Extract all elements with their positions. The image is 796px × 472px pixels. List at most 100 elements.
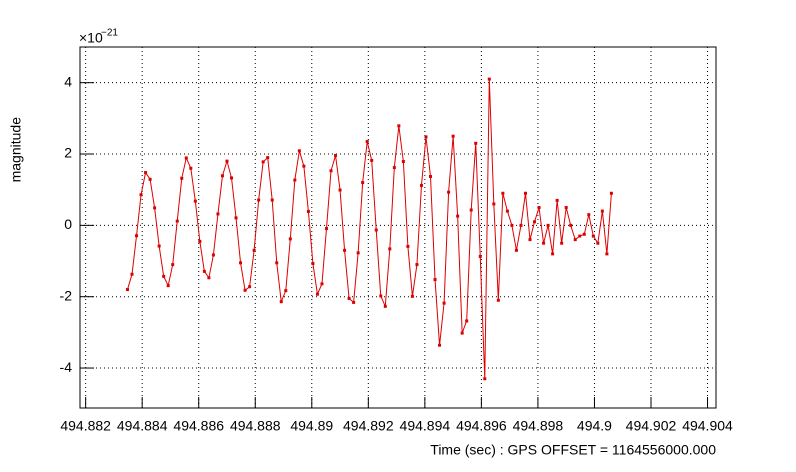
point-marker <box>293 178 297 182</box>
point-marker <box>505 209 509 213</box>
x-axis-title: Time (sec) : GPS OFFSET = 1164556000.000 <box>430 442 716 458</box>
x-tick-label: 494.884 <box>117 418 168 434</box>
point-marker <box>157 244 161 248</box>
point-marker <box>383 304 387 308</box>
y-tick-label: 4 <box>64 73 72 89</box>
x-tick-label: 494.898 <box>513 418 564 434</box>
point-marker <box>474 141 478 145</box>
point-marker <box>542 241 546 245</box>
point-marker <box>600 209 604 213</box>
point-marker <box>352 300 356 304</box>
point-marker <box>379 294 383 298</box>
point-marker <box>302 164 306 168</box>
point-marker <box>288 237 292 241</box>
point-marker <box>442 301 446 305</box>
point-marker <box>487 77 491 81</box>
point-marker <box>469 208 473 212</box>
point-marker <box>230 176 234 180</box>
point-marker <box>248 285 252 289</box>
y-tick-label: -4 <box>60 359 73 375</box>
point-marker <box>175 219 179 223</box>
y-scale-base: ×10 <box>79 30 103 46</box>
point-marker <box>320 282 324 286</box>
point-marker <box>306 209 310 213</box>
point-marker <box>510 223 514 227</box>
point-marker <box>234 216 238 220</box>
point-marker <box>239 261 243 265</box>
point-marker <box>456 214 460 218</box>
point-marker <box>270 198 274 202</box>
point-marker <box>130 272 134 276</box>
point-marker <box>388 247 392 251</box>
point-marker <box>334 153 338 157</box>
point-marker <box>519 223 523 227</box>
point-marker <box>189 166 193 170</box>
point-marker <box>433 278 437 282</box>
point-marker <box>370 158 374 162</box>
x-tick-label: 494.9 <box>577 418 612 434</box>
point-marker <box>324 227 328 231</box>
point-marker <box>419 183 423 187</box>
point-marker <box>356 251 360 255</box>
point-marker <box>243 288 247 292</box>
point-marker <box>162 274 166 278</box>
point-marker <box>211 253 215 257</box>
point-marker <box>397 124 401 128</box>
point-marker <box>483 377 487 381</box>
point-marker <box>202 269 206 273</box>
y-tick-label: -2 <box>60 287 73 303</box>
point-marker <box>257 198 261 202</box>
point-marker <box>148 177 152 181</box>
point-marker <box>144 171 148 175</box>
point-marker <box>279 300 283 304</box>
point-marker <box>429 174 433 178</box>
point-marker <box>537 206 541 210</box>
point-marker <box>560 241 564 245</box>
x-tick-label: 494.896 <box>456 418 507 434</box>
x-tick-label: 494.886 <box>173 418 224 434</box>
point-marker <box>438 343 442 347</box>
point-marker <box>374 228 378 232</box>
point-marker <box>460 331 464 335</box>
point-marker <box>496 298 500 302</box>
point-marker <box>135 234 139 238</box>
point-marker <box>315 292 319 296</box>
point-marker <box>424 135 428 139</box>
point-marker <box>605 252 609 256</box>
point-marker <box>415 263 419 267</box>
point-marker <box>569 223 573 227</box>
point-marker <box>252 248 256 252</box>
point-marker <box>216 212 220 216</box>
point-marker <box>523 191 527 195</box>
point-marker <box>564 206 568 210</box>
point-marker <box>582 232 586 236</box>
point-marker <box>166 284 170 288</box>
point-marker <box>225 159 229 163</box>
point-marker <box>311 262 315 266</box>
point-marker <box>266 156 270 160</box>
point-marker <box>465 319 469 323</box>
point-marker <box>478 254 482 258</box>
point-marker <box>451 134 455 138</box>
point-marker <box>573 238 577 242</box>
point-marker <box>193 199 197 203</box>
point-marker <box>501 191 505 195</box>
x-tick-label: 494.892 <box>343 418 394 434</box>
point-marker <box>609 191 613 195</box>
x-tick-label: 494.894 <box>400 418 451 434</box>
x-tick-label: 494.882 <box>60 418 111 434</box>
point-marker <box>406 244 410 248</box>
point-marker <box>447 190 451 194</box>
point-marker <box>207 276 211 280</box>
point-marker <box>596 241 600 245</box>
point-marker <box>338 188 342 192</box>
y-scale-exponent: −21 <box>101 28 118 39</box>
point-marker <box>184 156 188 160</box>
point-marker <box>392 166 396 170</box>
point-marker <box>125 288 129 292</box>
point-marker <box>492 202 496 206</box>
point-marker <box>551 252 555 256</box>
point-marker <box>275 261 279 265</box>
